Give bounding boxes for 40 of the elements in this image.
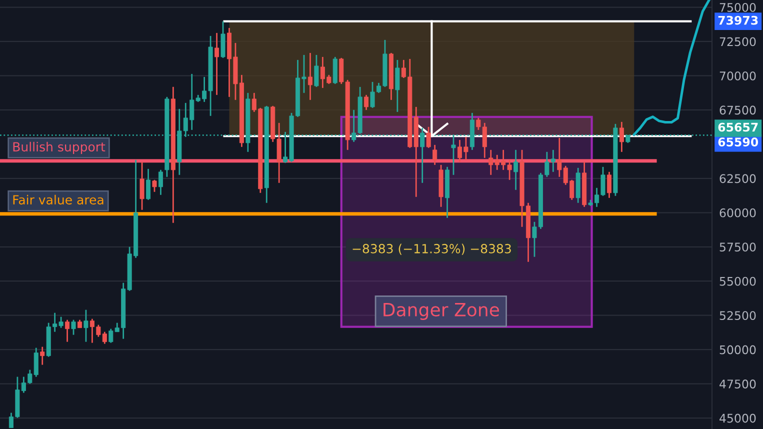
- candlestick: [214, 32, 220, 96]
- y-tick-label: 75000: [720, 2, 756, 12]
- candlestick: [426, 126, 431, 149]
- annotation: −8383 (−11.33%) −8383: [352, 244, 511, 255]
- candlestick: [432, 144, 438, 166]
- candlestick: [364, 94, 369, 111]
- y-tick-label: 45000: [720, 414, 756, 423]
- ref-line-label: 73973: [718, 16, 758, 25]
- y-tick-label: 50000: [720, 345, 756, 354]
- candlestick: [619, 121, 624, 153]
- candlestick: [332, 56, 338, 85]
- candlestick: [314, 54, 319, 88]
- y-tick-label: 52500: [720, 311, 756, 320]
- candlestick: [395, 59, 400, 113]
- band-label: Danger Zone: [384, 303, 499, 320]
- line-series: [632, 0, 710, 136]
- candlestick: [158, 169, 163, 196]
- ref-line-label: Fair value area: [13, 194, 104, 205]
- candlestick: [146, 168, 151, 201]
- candlestick: [514, 149, 518, 191]
- y-tick-label: 62500: [720, 174, 756, 184]
- y-tick-label: 67500: [720, 106, 756, 115]
- candlestick: [606, 171, 612, 199]
- ref-line-label: 65590: [718, 138, 758, 146]
- candlestick: [152, 179, 157, 193]
- candlestick: [84, 309, 88, 343]
- candlestick: [65, 319, 70, 343]
- ref-line-label: 65657: [718, 122, 758, 132]
- y-tick-label: 72500: [720, 37, 756, 46]
- y-tick-label: 55000: [720, 276, 756, 286]
- y-tick-label: 60000: [720, 208, 756, 218]
- y-tick-label: 47500: [720, 380, 756, 388]
- ref-line-label: Bullish support: [13, 142, 106, 154]
- candlestick: [220, 20, 226, 59]
- candlestick: [308, 52, 312, 101]
- y-tick-label: 57500: [720, 242, 756, 252]
- y-tick-label: 70000: [720, 71, 756, 80]
- candlestick: [40, 346, 45, 366]
- candlestick: [71, 319, 76, 336]
- candlestick: [140, 161, 144, 211]
